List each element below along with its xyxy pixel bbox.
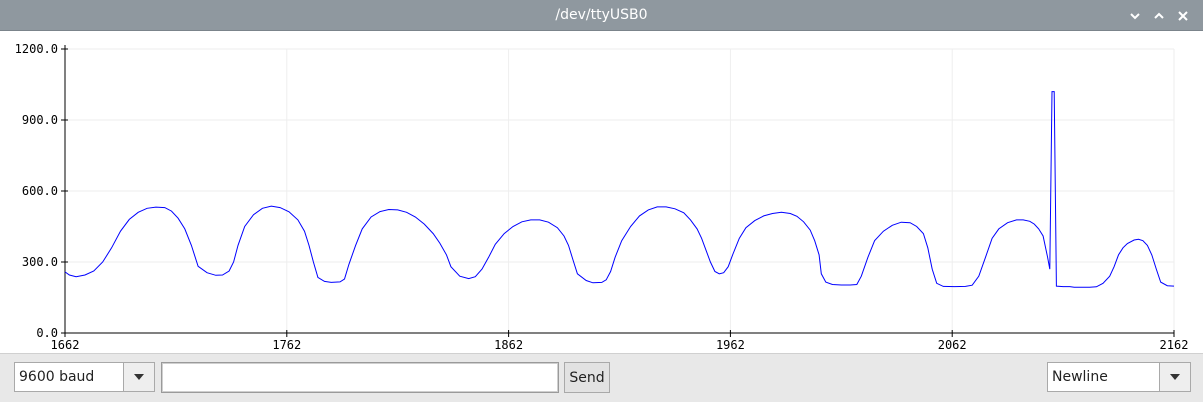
serial-input[interactable] — [161, 362, 559, 393]
chevron-up-icon — [1154, 12, 1164, 19]
x-tick-label: 1862 — [494, 338, 523, 352]
y-tick-label: 300.0 — [22, 255, 58, 269]
y-axis-ticks: 0.0 300.0 600.0 900.0 1200.0 — [15, 42, 68, 340]
send-button[interactable]: Send — [564, 362, 610, 393]
y-tick-label: 1200.0 — [15, 42, 58, 56]
y-tick-label: 900.0 — [22, 113, 58, 127]
baud-rate-value: 9600 baud — [19, 369, 95, 385]
minimize-button[interactable] — [1127, 8, 1143, 24]
series-line — [64, 91, 1175, 288]
close-button[interactable] — [1175, 8, 1191, 24]
window-title: /dev/ttyUSB0 — [555, 7, 648, 23]
chevron-down-icon — [1130, 13, 1140, 20]
line-ending-select[interactable]: Newline — [1047, 362, 1191, 392]
plot-grid — [64, 48, 1175, 334]
serial-plotter: 0.0 300.0 600.0 900.0 1200.0 1662 1762 1862 196… — [0, 31, 1203, 353]
maximize-button[interactable] — [1151, 8, 1167, 24]
x-tick-label: 2062 — [938, 338, 967, 352]
window-titlebar[interactable]: /dev/ttyUSB0 — [0, 0, 1203, 31]
caret-down-icon — [134, 374, 144, 380]
baud-dropdown-button[interactable] — [123, 363, 154, 391]
y-tick-label: 600.0 — [22, 184, 58, 198]
line-ending-value: Newline — [1052, 369, 1108, 385]
x-tick-label: 1762 — [272, 338, 301, 352]
plot-axes — [64, 45, 1174, 334]
plot-canvas: 0.0 300.0 600.0 900.0 1200.0 1662 1762 1862 196… — [15, 42, 1189, 352]
bottom-toolbar: 9600 baud Send Newline — [0, 353, 1203, 402]
baud-rate-select[interactable]: 9600 baud — [14, 362, 155, 392]
y-tick-label: 0.0 — [36, 326, 58, 340]
x-tick-label: 1962 — [716, 338, 745, 352]
caret-down-icon — [1170, 374, 1180, 380]
line-ending-dropdown-button[interactable] — [1159, 363, 1190, 391]
x-tick-label: 1662 — [51, 338, 80, 352]
x-axis-ticks: 1662 1762 1862 1962 2062 2162 — [51, 330, 1189, 352]
x-tick-label: 2162 — [1160, 338, 1189, 352]
close-icon — [1178, 11, 1188, 21]
